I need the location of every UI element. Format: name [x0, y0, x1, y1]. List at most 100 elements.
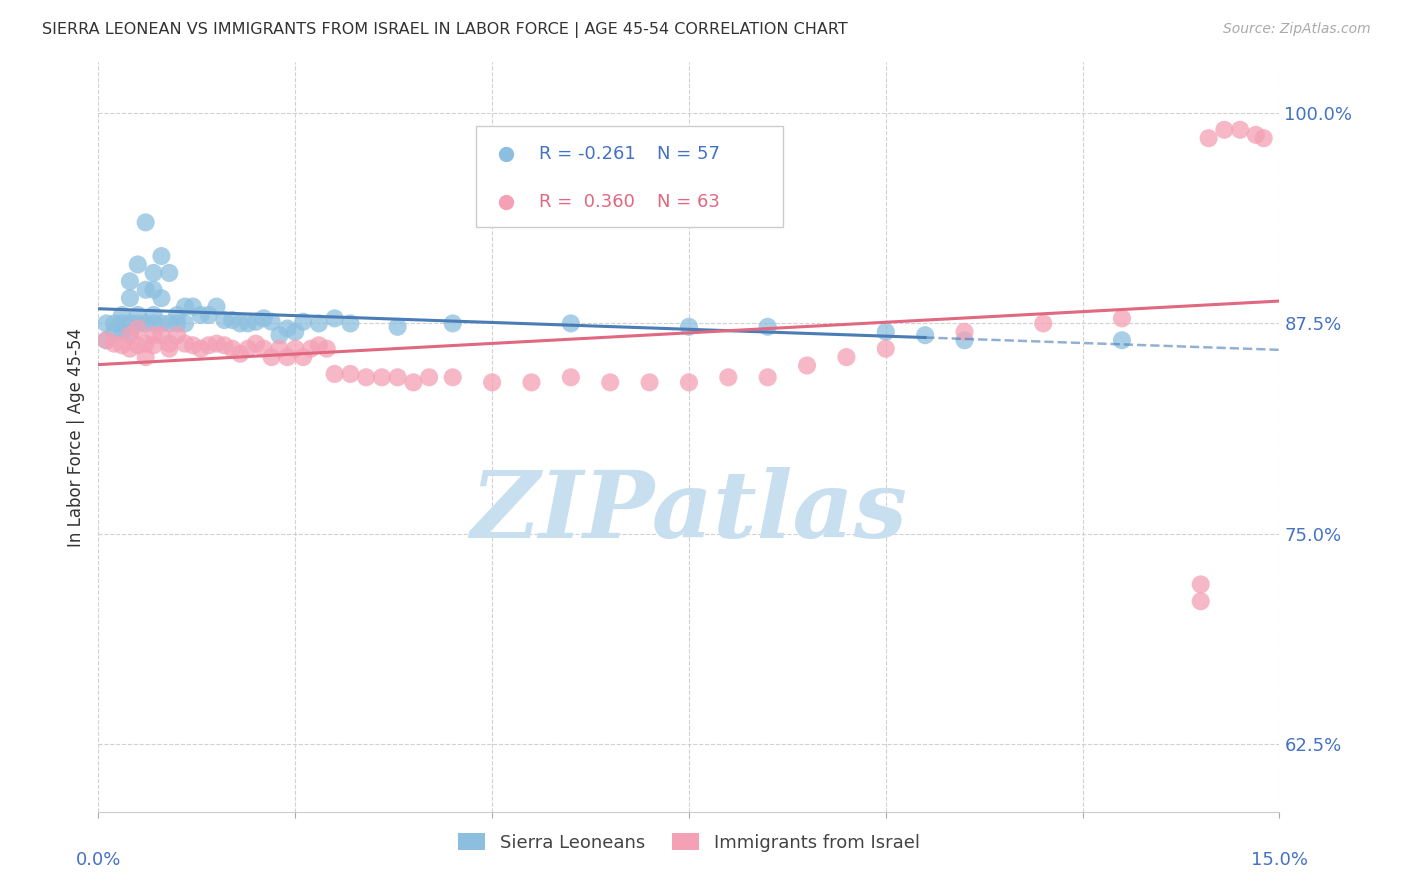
Point: [166, 317, 188, 331]
Point: [127, 308, 149, 322]
Point: [96, 333, 118, 347]
Point: [835, 350, 858, 364]
Point: [253, 342, 276, 356]
Point: [315, 342, 337, 356]
Point: [284, 325, 307, 339]
Point: [221, 342, 243, 356]
Point: [245, 336, 267, 351]
Point: [354, 370, 377, 384]
Point: [1032, 317, 1054, 331]
Point: [253, 311, 276, 326]
Point: [205, 336, 228, 351]
Point: [796, 359, 818, 373]
Point: [150, 328, 173, 343]
Text: N = 63: N = 63: [657, 193, 720, 211]
Point: [441, 370, 464, 384]
Point: [197, 308, 219, 322]
Point: [157, 317, 180, 331]
Point: [339, 367, 361, 381]
Point: [118, 342, 141, 356]
Point: [135, 350, 157, 364]
Point: [1198, 131, 1220, 145]
Point: [142, 283, 165, 297]
Point: [245, 315, 267, 329]
Point: [269, 328, 291, 343]
Point: [118, 325, 141, 339]
Point: [103, 336, 125, 351]
Point: [1253, 131, 1275, 145]
Point: [717, 370, 740, 384]
Point: [142, 338, 165, 352]
Point: [418, 370, 440, 384]
Point: [197, 338, 219, 352]
Point: [181, 300, 204, 314]
Point: [118, 328, 141, 343]
Point: [127, 258, 149, 272]
Text: R =  0.360: R = 0.360: [538, 193, 636, 211]
Point: [181, 338, 204, 352]
Point: [339, 317, 361, 331]
Point: [205, 300, 228, 314]
Point: [150, 249, 173, 263]
Point: [292, 315, 315, 329]
Point: [323, 367, 346, 381]
Point: [756, 370, 779, 384]
Point: [678, 376, 700, 390]
Point: [756, 319, 779, 334]
Point: [221, 313, 243, 327]
Point: [875, 342, 897, 356]
Point: [875, 325, 897, 339]
Point: [174, 317, 197, 331]
Point: [1189, 594, 1212, 608]
Point: [269, 342, 291, 356]
Point: [276, 350, 298, 364]
Point: [127, 321, 149, 335]
Point: [520, 376, 543, 390]
Point: [142, 308, 165, 322]
Point: [135, 283, 157, 297]
Point: [157, 342, 180, 356]
Point: [953, 325, 976, 339]
Point: [387, 370, 409, 384]
Point: [135, 336, 157, 351]
Point: [560, 317, 582, 331]
Point: [371, 370, 394, 384]
Point: [190, 308, 212, 322]
Point: [142, 266, 165, 280]
Point: [481, 376, 503, 390]
Point: [118, 291, 141, 305]
Point: [150, 291, 173, 305]
Point: [953, 333, 976, 347]
Point: [111, 317, 134, 331]
Point: [127, 317, 149, 331]
Point: [236, 317, 259, 331]
Point: [441, 317, 464, 331]
Text: SIERRA LEONEAN VS IMMIGRANTS FROM ISRAEL IN LABOR FORCE | AGE 45-54 CORRELATION : SIERRA LEONEAN VS IMMIGRANTS FROM ISRAEL…: [42, 22, 848, 38]
Point: [387, 319, 409, 334]
Point: [111, 325, 134, 339]
Text: Source: ZipAtlas.com: Source: ZipAtlas.com: [1223, 22, 1371, 37]
Point: [111, 338, 134, 352]
Point: [142, 317, 165, 331]
Y-axis label: In Labor Force | Age 45-54: In Labor Force | Age 45-54: [66, 327, 84, 547]
Point: [118, 274, 141, 288]
Point: [402, 376, 425, 390]
Point: [236, 342, 259, 356]
Text: R = -0.261: R = -0.261: [538, 145, 636, 163]
Point: [135, 215, 157, 229]
Point: [103, 325, 125, 339]
Point: [292, 350, 315, 364]
Point: [111, 308, 134, 322]
Point: [678, 319, 700, 334]
Point: [150, 317, 173, 331]
Point: [323, 311, 346, 326]
Point: [308, 317, 330, 331]
Point: [174, 300, 197, 314]
Point: [260, 315, 283, 329]
Point: [135, 317, 157, 331]
Point: [260, 350, 283, 364]
Point: [214, 338, 236, 352]
Point: [560, 370, 582, 384]
Point: [1189, 577, 1212, 591]
Point: [103, 317, 125, 331]
